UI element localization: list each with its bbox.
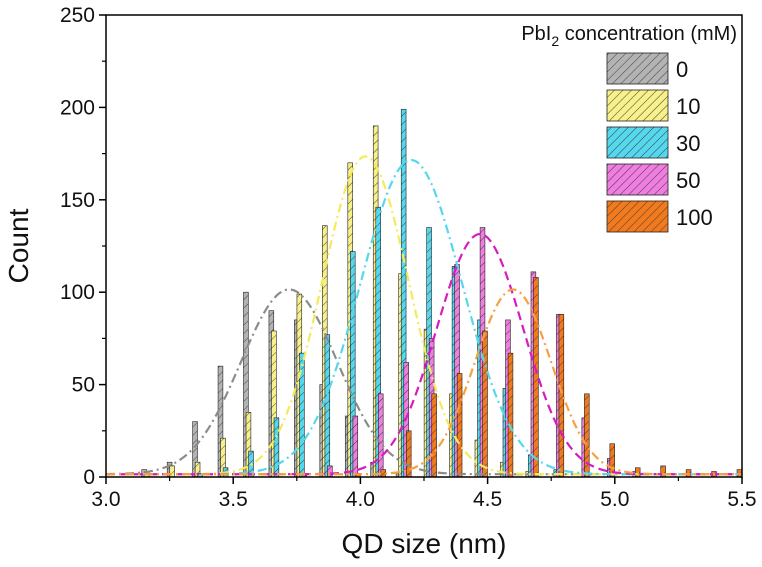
- legend-swatch-50: [606, 163, 669, 196]
- x-tick-label: 3.0: [91, 488, 120, 511]
- bar-series-100: [660, 465, 666, 478]
- bar-series-100: [533, 277, 539, 478]
- y-axis-ticks: 0 50 100 150 200 250: [60, 4, 106, 489]
- legend-swatch-10: [606, 89, 669, 122]
- y-tick-label: 250: [60, 4, 95, 27]
- x-axis-title: QD size (nm): [342, 528, 507, 559]
- fit-curves-layer: [105, 155, 742, 476]
- legend-label-100: 100: [676, 205, 713, 230]
- bar-series-100: [482, 330, 488, 478]
- y-tick-label: 200: [60, 96, 95, 119]
- legend-label-50: 50: [676, 168, 700, 193]
- bar-series-100: [507, 352, 514, 478]
- bar-series-10: [169, 465, 175, 478]
- x-tick-label: 4.0: [346, 488, 375, 511]
- y-tick-label: 50: [72, 374, 95, 397]
- y-tick-label: 100: [60, 281, 95, 304]
- legend: PbI2 concentration (mM) 0 10 30 50 100: [521, 23, 737, 233]
- legend-items: 0 10 30 50 100: [606, 52, 713, 233]
- x-tick-label: 5.5: [727, 488, 756, 511]
- x-axis-ticks: 3.0 3.5 4.0 4.5 5.0 5.5: [91, 477, 757, 511]
- legend-label-30: 30: [676, 131, 700, 156]
- y-axis-title: Count: [3, 208, 34, 283]
- legend-label-10: 10: [676, 94, 700, 119]
- legend-swatch-0: [606, 52, 669, 85]
- y-tick-label: 0: [83, 466, 95, 489]
- x-tick-label: 5.0: [600, 488, 629, 511]
- fit-curve-50: [106, 232, 742, 476]
- bar-series-100: [456, 373, 463, 478]
- y-tick-label: 150: [60, 189, 95, 212]
- legend-title: PbI2 concentration (mM): [521, 23, 737, 49]
- legend-label-0: 0: [676, 57, 688, 82]
- bar-series-30: [273, 417, 280, 478]
- bar-series-50: [327, 465, 333, 478]
- bar-series-100: [431, 393, 437, 478]
- legend-swatch-100: [606, 200, 669, 233]
- bar-series-50: [378, 393, 384, 478]
- legend-swatch-30: [606, 126, 669, 159]
- bar-series-100: [558, 314, 565, 478]
- fit-curve-30: [106, 158, 742, 476]
- x-tick-label: 4.5: [473, 488, 502, 511]
- x-tick-label: 3.5: [219, 488, 248, 511]
- bar-series-30: [324, 334, 331, 478]
- bar-series-50: [352, 415, 359, 478]
